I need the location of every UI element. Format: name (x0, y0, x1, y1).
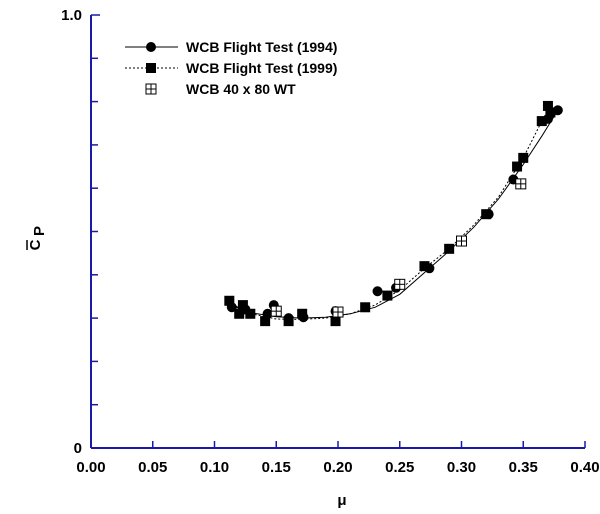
data-point (283, 316, 294, 327)
x-tick-label: 0.25 (385, 459, 414, 476)
legend-marker (146, 63, 156, 73)
y-tick-label: 0 (74, 440, 82, 457)
x-tick-label: 0.20 (323, 459, 352, 476)
data-point (536, 116, 547, 127)
legend-label: WCB 40 x 80 WT (186, 81, 296, 97)
data-point (419, 261, 430, 272)
data-point (382, 290, 393, 301)
legend-label: WCB Flight Test (1994) (186, 39, 337, 55)
data-point (234, 308, 245, 319)
data-point (456, 235, 467, 247)
series-layer (224, 100, 563, 327)
legend-marker (145, 83, 157, 95)
data-point (444, 243, 455, 254)
x-tick-label: 0.00 (76, 459, 105, 476)
series-2 (224, 100, 556, 327)
y-axis-title: C P (26, 226, 48, 250)
x-tick-label: 0.30 (447, 459, 476, 476)
series-2-line (229, 107, 551, 320)
data-point (545, 107, 556, 118)
data-point (237, 300, 248, 311)
data-point (224, 295, 235, 306)
data-point (542, 100, 553, 111)
series-3 (270, 178, 527, 318)
data-point (394, 278, 406, 290)
legend-marker (146, 42, 156, 52)
data-point (518, 152, 529, 163)
data-point (260, 316, 271, 327)
data-point (332, 306, 344, 318)
data-point (481, 209, 492, 220)
x-tick-label: 0.15 (262, 459, 291, 476)
legend-entry: WCB 40 x 80 WT (145, 81, 296, 97)
series-1 (226, 105, 563, 324)
y-tick-label: 1.0 (61, 7, 82, 24)
data-point (297, 308, 308, 319)
x-tick-label: 0.05 (138, 459, 167, 476)
data-point (270, 305, 282, 317)
legend-entry: WCB Flight Test (1994) (125, 39, 337, 55)
y-ticks: 01.0 (61, 7, 100, 457)
x-tick-label: 0.35 (509, 459, 538, 476)
data-point (372, 286, 383, 297)
y-axis-title-sub: P (31, 226, 48, 236)
x-ticks: 0.00 0.05 0.10 0.15 0.20 0.25 0.30 0.35 0.40 (76, 441, 600, 476)
data-point (245, 308, 256, 319)
legend: WCB Flight Test (1994) WCB Flight Test (1… (125, 39, 337, 97)
data-point (515, 178, 527, 190)
x-tick-label: 0.40 (570, 459, 599, 476)
x-tick-label: 0.10 (200, 459, 229, 476)
x-axis-title: μ (337, 492, 346, 509)
axes (90, 15, 585, 449)
data-point (330, 316, 341, 327)
legend-entry: WCB Flight Test (1999) (125, 60, 337, 76)
data-point (360, 302, 371, 313)
data-point (512, 161, 523, 172)
y-axis-title-main: C (27, 239, 44, 250)
legend-label: WCB Flight Test (1999) (186, 60, 337, 76)
